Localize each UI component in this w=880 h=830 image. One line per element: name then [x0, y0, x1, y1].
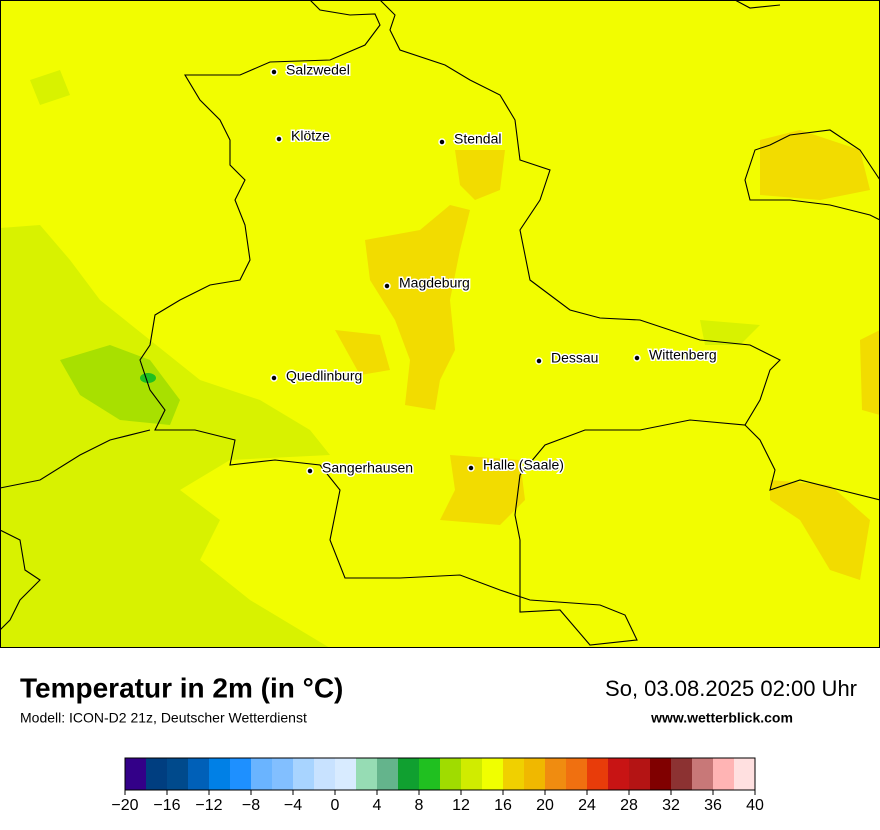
title: Temperatur in 2m (in °C) [20, 672, 343, 703]
datetime: So, 03.08.2025 02:00 Uhr [605, 676, 857, 701]
colorbar-segment [440, 758, 462, 790]
colorbar-tick-label: −16 [153, 797, 180, 814]
colorbar-segment [167, 758, 189, 790]
colorbar-tick-label: −20 [111, 797, 138, 814]
colorbar-segment [398, 758, 420, 790]
state-border [139, 0, 781, 646]
city-marker [383, 282, 391, 290]
state-border [0, 429, 151, 489]
colorbar-tick-label: 24 [578, 797, 596, 814]
colorbar-segment [335, 758, 357, 790]
website: www.wetterblick.com [650, 710, 793, 726]
colorbar-segment [503, 758, 525, 790]
colorbar-tick-label: −8 [242, 797, 260, 814]
colorbar-segment [377, 758, 399, 790]
city-marker [467, 464, 475, 472]
city: Stendal [438, 129, 503, 148]
city: Wittenberg [633, 345, 718, 364]
city: Magdeburg [383, 273, 471, 292]
map: Salzwedel Klötze Stendal Magdeburg Dessa… [0, 0, 880, 648]
colorbar-segment [230, 758, 252, 790]
warm-zone [440, 455, 525, 525]
terrain-zone [60, 345, 180, 425]
colorbar-segment [671, 758, 693, 790]
city-label: Salzwedel [286, 62, 350, 78]
colorbar-segment [209, 758, 231, 790]
city-marker [633, 354, 641, 362]
city-label: Wittenberg [649, 347, 717, 363]
colorbar-segment [650, 758, 672, 790]
colorbar-segment [188, 758, 210, 790]
city-marker [306, 467, 314, 475]
terrain-zone [0, 225, 330, 648]
subtitle: Modell: ICON-D2 21z, Deutscher Wetterdie… [20, 710, 307, 726]
colorbar-segment [314, 758, 336, 790]
colorbar-tick-label: −12 [195, 797, 222, 814]
colorbar-segment [608, 758, 630, 790]
warm-zone [770, 480, 870, 580]
city: Sangerhausen [306, 458, 415, 477]
colorbar-tick-label: 20 [536, 797, 554, 814]
colorbar-segment [251, 758, 273, 790]
warm-zone [455, 150, 505, 200]
colorbar-tick-label: 12 [452, 797, 470, 814]
city-label: Halle (Saale) [483, 457, 564, 473]
city: Salzwedel [270, 60, 351, 79]
colorbar-segment [587, 758, 609, 790]
colorbar-segment [524, 758, 546, 790]
colorbar-tick-label: 28 [620, 797, 638, 814]
colorbar-segment [713, 758, 735, 790]
city-label: Dessau [551, 350, 598, 366]
colorbar-segment [545, 758, 567, 790]
colorbar-segment [566, 758, 588, 790]
colorbar-segment [482, 758, 504, 790]
city-marker [438, 138, 446, 146]
state-border [744, 424, 880, 501]
colorbar-tick-label: 8 [415, 797, 424, 814]
colorbar-segment [629, 758, 651, 790]
state-border [0, 529, 41, 631]
city-marker [270, 374, 278, 382]
city: Quedlinburg [270, 366, 364, 385]
colorbar-segment [692, 758, 714, 790]
city: Dessau [535, 348, 600, 367]
colorbar-tick-label: −4 [284, 797, 302, 814]
warm-zone [335, 330, 390, 375]
city: Klötze [275, 126, 332, 145]
colorbar-tick-label: 4 [373, 797, 382, 814]
colorbar-segment [272, 758, 294, 790]
colorbar: −20 −16 −12 −8 −4 0 4 8 12 16 20 24 28 32 36 40 [111, 757, 764, 814]
state-border [744, 129, 880, 221]
city-label: Klötze [291, 128, 330, 144]
colorbar-segment [419, 758, 441, 790]
city-label: Quedlinburg [286, 368, 362, 384]
state-border [734, 0, 781, 9]
warm-zone [760, 130, 870, 200]
warm-zone [860, 330, 880, 415]
city-marker [270, 68, 278, 76]
colorbar-segment [734, 758, 756, 790]
city-label: Stendal [454, 131, 501, 147]
colorbar-tick-label: 36 [704, 797, 722, 814]
city-label: Sangerhausen [322, 460, 413, 476]
city-label: Magdeburg [399, 275, 470, 291]
terrain-zone [700, 320, 760, 345]
colorbar-tick-label: 32 [662, 797, 680, 814]
colorbar-tick-label: 16 [494, 797, 512, 814]
colorbar-tick-label: 40 [746, 797, 764, 814]
colorbar-segment [293, 758, 315, 790]
colorbar-segment [146, 758, 168, 790]
colorbar-tick-label: 0 [331, 797, 340, 814]
city-marker [275, 135, 283, 143]
terrain-zone [140, 373, 156, 383]
city-marker [535, 357, 543, 365]
colorbar-segment [125, 758, 147, 790]
city: Halle (Saale) [467, 455, 565, 474]
colorbar-frame [124, 757, 756, 791]
terrain-zone [30, 70, 70, 105]
warm-zone [365, 205, 470, 410]
colorbar-segment [461, 758, 483, 790]
colorbar-segment [356, 758, 378, 790]
